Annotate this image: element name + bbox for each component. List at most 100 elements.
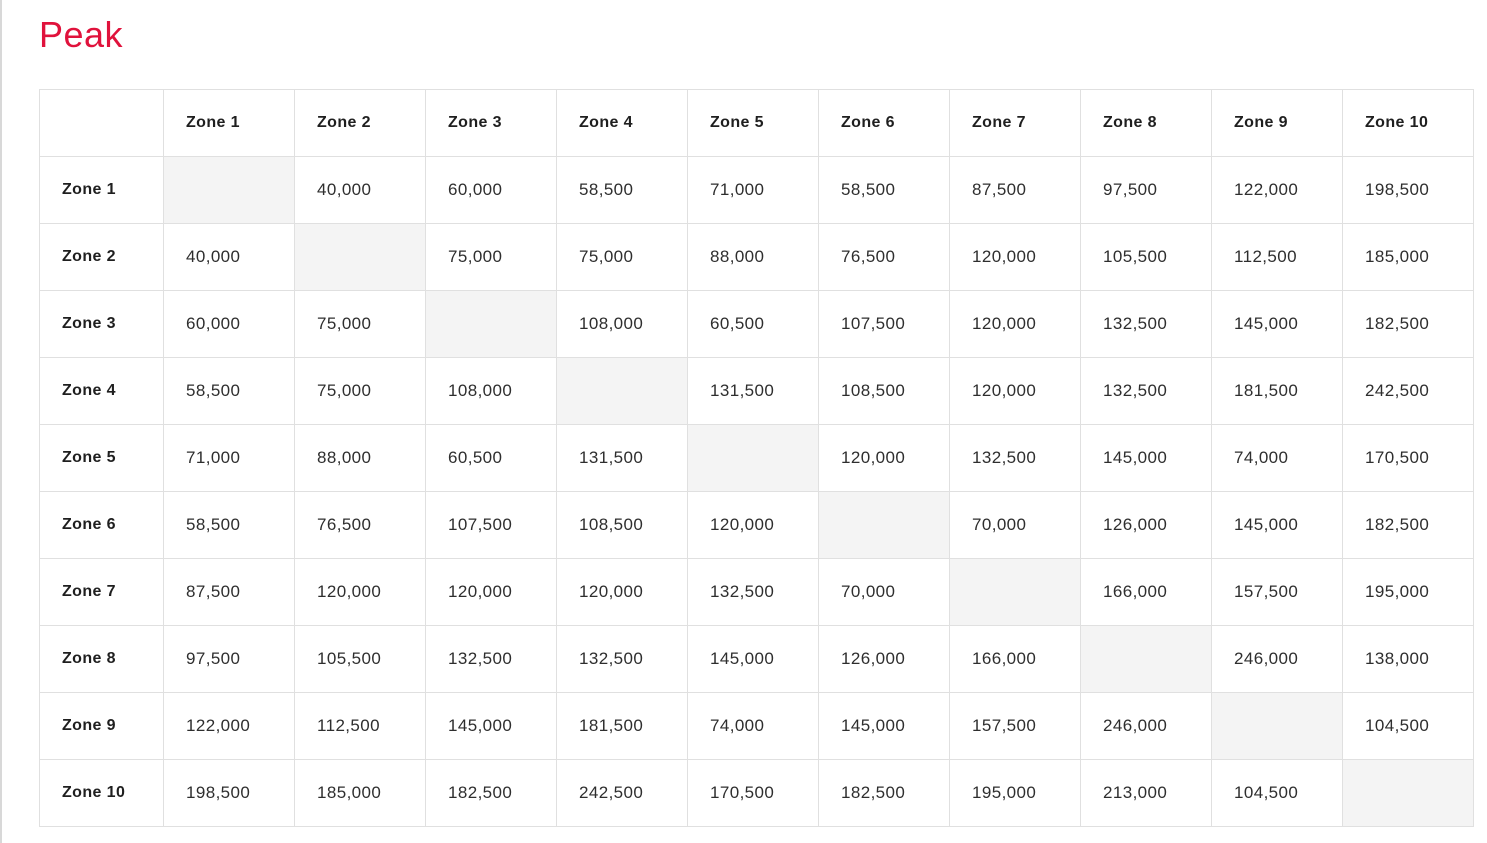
table-cell: 120,000 bbox=[687, 491, 819, 560]
table-row: Zone 2 40,000 75,000 75,000 88,000 76,500 120,… bbox=[39, 223, 1474, 292]
table-cell: 108,000 bbox=[556, 290, 688, 359]
diagonal-empty-cell bbox=[949, 558, 1081, 627]
table-cell: 126,000 bbox=[1080, 491, 1212, 560]
diagonal-empty-cell bbox=[1211, 692, 1343, 761]
table-row: Zone 10 198,500 185,000 182,500 242,500 170,5… bbox=[39, 759, 1474, 828]
table-cell: 97,500 bbox=[1080, 156, 1212, 225]
row-header-cell: Zone 4 bbox=[39, 357, 164, 426]
table-cell: 75,000 bbox=[294, 357, 426, 426]
zone-table-head: Zone 1 Zone 2 Zone 3 Zone 4 Zone 5 Zone 6 Zone… bbox=[39, 89, 1474, 158]
table-cell: 126,000 bbox=[818, 625, 950, 694]
table-cell: 170,500 bbox=[1342, 424, 1474, 493]
table-row: Zone 6 58,500 76,500 107,500 108,500 120,000 7… bbox=[39, 491, 1474, 560]
table-cell: 120,000 bbox=[949, 357, 1081, 426]
table-cell: 60,000 bbox=[163, 290, 295, 359]
table-row: Zone 7 87,500 120,000 120,000 120,000 132,500… bbox=[39, 558, 1474, 627]
row-header-cell: Zone 8 bbox=[39, 625, 164, 694]
table-cell: 104,500 bbox=[1342, 692, 1474, 761]
diagonal-empty-cell bbox=[556, 357, 688, 426]
table-cell: 74,000 bbox=[687, 692, 819, 761]
table-cell: 157,500 bbox=[1211, 558, 1343, 627]
diagonal-empty-cell bbox=[425, 290, 557, 359]
table-cell: 75,000 bbox=[556, 223, 688, 292]
table-cell: 58,500 bbox=[818, 156, 950, 225]
table-cell: 120,000 bbox=[818, 424, 950, 493]
table-cell: 145,000 bbox=[425, 692, 557, 761]
table-cell: 138,000 bbox=[1342, 625, 1474, 694]
table-cell: 88,000 bbox=[294, 424, 426, 493]
table-cell: 170,500 bbox=[687, 759, 819, 828]
table-cell: 145,000 bbox=[687, 625, 819, 694]
table-cell: 60,000 bbox=[425, 156, 557, 225]
table-cell: 185,000 bbox=[1342, 223, 1474, 292]
table-cell: 182,500 bbox=[425, 759, 557, 828]
table-cell: 58,500 bbox=[556, 156, 688, 225]
table-row: Zone 3 60,000 75,000 108,000 60,500 107,500 12… bbox=[39, 290, 1474, 359]
table-row: Zone 5 71,000 88,000 60,500 131,500 120,000 13… bbox=[39, 424, 1474, 493]
table-cell: 122,000 bbox=[1211, 156, 1343, 225]
table-row: Zone 9 122,000 112,500 145,000 181,500 74,000… bbox=[39, 692, 1474, 761]
table-cell: 132,500 bbox=[425, 625, 557, 694]
table-cell: 71,000 bbox=[163, 424, 295, 493]
table-cell: 182,500 bbox=[818, 759, 950, 828]
zone-table-body: Zone 1 40,000 60,000 58,500 71,000 58,500 87,5… bbox=[39, 156, 1474, 828]
table-cell: 198,500 bbox=[1342, 156, 1474, 225]
column-header-cell: Zone 3 bbox=[425, 89, 557, 158]
table-cell: 120,000 bbox=[949, 223, 1081, 292]
table-cell: 70,000 bbox=[949, 491, 1081, 560]
table-row: Zone 8 97,500 105,500 132,500 132,500 145,000… bbox=[39, 625, 1474, 694]
row-header-cell: Zone 10 bbox=[39, 759, 164, 828]
table-cell: 182,500 bbox=[1342, 491, 1474, 560]
table-cell: 112,500 bbox=[294, 692, 426, 761]
table-cell: 108,500 bbox=[818, 357, 950, 426]
table-cell: 58,500 bbox=[163, 491, 295, 560]
table-cell: 242,500 bbox=[556, 759, 688, 828]
table-row: Zone 1 40,000 60,000 58,500 71,000 58,500 87,5… bbox=[39, 156, 1474, 225]
table-row: Zone 4 58,500 75,000 108,000 131,500 108,500 1… bbox=[39, 357, 1474, 426]
table-cell: 120,000 bbox=[556, 558, 688, 627]
corner-header-cell bbox=[39, 89, 164, 158]
table-cell: 108,000 bbox=[425, 357, 557, 426]
row-header-cell: Zone 7 bbox=[39, 558, 164, 627]
table-cell: 195,000 bbox=[949, 759, 1081, 828]
table-cell: 145,000 bbox=[1211, 491, 1343, 560]
row-header-cell: Zone 6 bbox=[39, 491, 164, 560]
table-cell: 107,500 bbox=[818, 290, 950, 359]
table-cell: 120,000 bbox=[425, 558, 557, 627]
column-header-cell: Zone 9 bbox=[1211, 89, 1343, 158]
table-cell: 120,000 bbox=[294, 558, 426, 627]
row-header-cell: Zone 5 bbox=[39, 424, 164, 493]
table-cell: 166,000 bbox=[949, 625, 1081, 694]
table-cell: 40,000 bbox=[294, 156, 426, 225]
table-cell: 246,000 bbox=[1211, 625, 1343, 694]
table-cell: 131,500 bbox=[556, 424, 688, 493]
table-cell: 246,000 bbox=[1080, 692, 1212, 761]
table-cell: 145,000 bbox=[1211, 290, 1343, 359]
table-cell: 105,500 bbox=[1080, 223, 1212, 292]
table-cell: 71,000 bbox=[687, 156, 819, 225]
table-cell: 104,500 bbox=[1211, 759, 1343, 828]
table-cell: 40,000 bbox=[163, 223, 295, 292]
table-cell: 76,500 bbox=[818, 223, 950, 292]
row-header-cell: Zone 2 bbox=[39, 223, 164, 292]
table-cell: 166,000 bbox=[1080, 558, 1212, 627]
table-cell: 182,500 bbox=[1342, 290, 1474, 359]
table-cell: 181,500 bbox=[1211, 357, 1343, 426]
table-cell: 181,500 bbox=[556, 692, 688, 761]
table-cell: 75,000 bbox=[425, 223, 557, 292]
column-header-cell: Zone 2 bbox=[294, 89, 426, 158]
column-header-cell: Zone 7 bbox=[949, 89, 1081, 158]
table-cell: 120,000 bbox=[949, 290, 1081, 359]
table-cell: 157,500 bbox=[949, 692, 1081, 761]
table-cell: 108,500 bbox=[556, 491, 688, 560]
table-cell: 131,500 bbox=[687, 357, 819, 426]
column-header-row: Zone 1 Zone 2 Zone 3 Zone 4 Zone 5 Zone 6 Zone… bbox=[39, 89, 1474, 158]
zone-table-wrapper: Zone 1 Zone 2 Zone 3 Zone 4 Zone 5 Zone 6 Zone… bbox=[39, 89, 1474, 828]
diagonal-empty-cell bbox=[1342, 759, 1474, 828]
column-header-cell: Zone 8 bbox=[1080, 89, 1212, 158]
table-cell: 74,000 bbox=[1211, 424, 1343, 493]
table-cell: 97,500 bbox=[163, 625, 295, 694]
table-cell: 122,000 bbox=[163, 692, 295, 761]
table-cell: 198,500 bbox=[163, 759, 295, 828]
